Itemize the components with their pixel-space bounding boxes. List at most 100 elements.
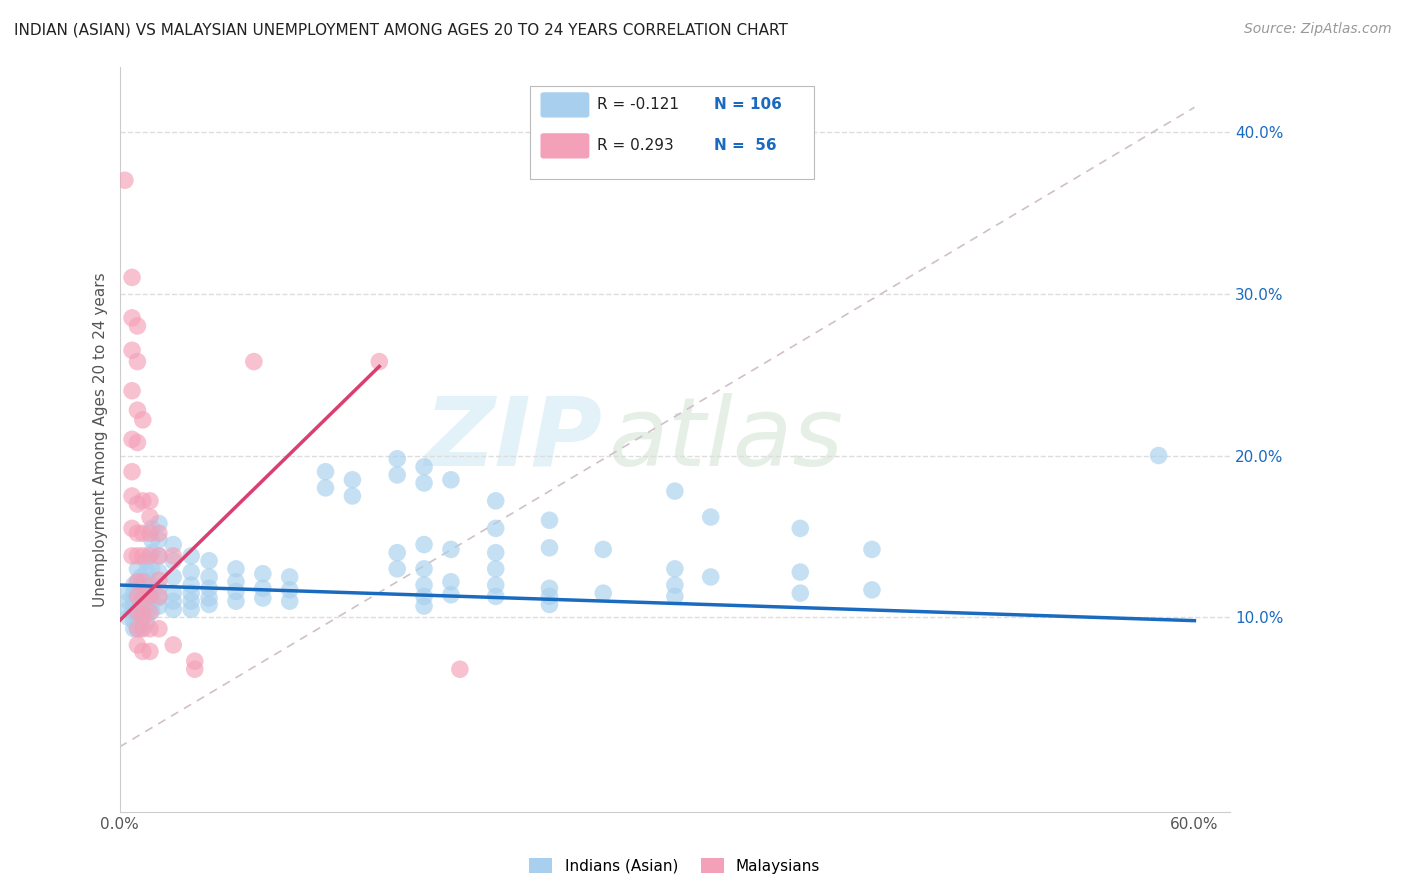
Point	[162, 549, 184, 563]
Point	[117, 586, 139, 600]
Point	[225, 562, 247, 576]
Point	[198, 598, 221, 612]
Point	[114, 173, 136, 187]
Point	[789, 586, 811, 600]
Point	[129, 622, 152, 636]
Point	[139, 606, 162, 620]
Text: R = 0.293: R = 0.293	[598, 137, 673, 153]
Point	[127, 318, 149, 333]
Point	[132, 591, 155, 605]
Point	[664, 590, 686, 604]
Point	[132, 526, 155, 541]
Text: R = -0.121: R = -0.121	[598, 97, 679, 112]
Point	[440, 473, 463, 487]
Point	[180, 602, 202, 616]
Point	[180, 594, 202, 608]
Point	[180, 565, 202, 579]
Point	[184, 654, 207, 668]
Point	[148, 533, 170, 547]
Point	[127, 403, 149, 417]
Point	[198, 591, 221, 605]
Point	[141, 586, 163, 600]
Point	[385, 467, 409, 482]
Point	[135, 582, 157, 597]
Point	[139, 549, 162, 563]
Point	[225, 584, 247, 599]
Point	[162, 570, 184, 584]
Point	[127, 574, 149, 589]
Point	[148, 526, 170, 541]
Point	[243, 354, 266, 368]
Point	[860, 582, 883, 597]
Point	[180, 586, 202, 600]
Point	[129, 598, 152, 612]
Point	[132, 607, 155, 622]
Point	[148, 565, 170, 579]
Point	[664, 578, 686, 592]
Point	[278, 582, 301, 597]
Point	[141, 604, 163, 618]
Point	[121, 270, 143, 285]
Point	[139, 644, 162, 658]
Point	[538, 582, 561, 596]
Point	[127, 622, 149, 636]
Point	[592, 542, 614, 557]
Point	[162, 594, 184, 608]
Point	[440, 588, 463, 602]
Point	[117, 594, 139, 608]
Point	[122, 599, 145, 613]
Point	[129, 570, 152, 584]
Point	[122, 606, 145, 620]
Point	[139, 526, 162, 541]
Point	[538, 513, 561, 527]
Point	[225, 594, 247, 608]
Point	[121, 343, 143, 358]
Point	[162, 638, 184, 652]
Point	[440, 574, 463, 589]
Point	[139, 493, 162, 508]
Point	[127, 354, 149, 368]
FancyBboxPatch shape	[530, 86, 814, 178]
Point	[198, 582, 221, 596]
Point	[449, 662, 471, 676]
Point	[122, 578, 145, 592]
Point	[141, 546, 163, 560]
Point	[122, 614, 145, 628]
FancyBboxPatch shape	[540, 133, 589, 159]
Point	[117, 610, 139, 624]
Point	[252, 582, 274, 596]
Text: INDIAN (ASIAN) VS MALAYSIAN UNEMPLOYMENT AMONG AGES 20 TO 24 YEARS CORRELATION C: INDIAN (ASIAN) VS MALAYSIAN UNEMPLOYMENT…	[14, 22, 787, 37]
Point	[129, 614, 152, 628]
Point	[485, 590, 508, 604]
Point	[278, 594, 301, 608]
Point	[127, 497, 149, 511]
Point	[148, 582, 170, 596]
Point	[538, 590, 561, 604]
Point	[198, 554, 221, 568]
Point	[538, 598, 561, 612]
Point	[413, 562, 436, 576]
Text: atlas: atlas	[609, 392, 844, 486]
Point	[148, 573, 170, 587]
Point	[139, 510, 162, 524]
Point	[148, 591, 170, 605]
Point	[141, 594, 163, 608]
Point	[127, 606, 149, 620]
Point	[122, 586, 145, 600]
Point	[860, 542, 883, 557]
Point	[132, 493, 155, 508]
Point	[135, 607, 157, 622]
Point	[180, 578, 202, 592]
Point	[485, 546, 508, 560]
Point	[122, 622, 145, 636]
Point	[413, 599, 436, 613]
Point	[148, 549, 170, 563]
Point	[413, 578, 436, 592]
Point	[141, 521, 163, 535]
Point	[413, 537, 436, 551]
Point	[121, 465, 143, 479]
Point	[132, 413, 155, 427]
Point	[315, 465, 337, 479]
Point	[132, 644, 155, 658]
Text: N = 106: N = 106	[714, 97, 782, 112]
